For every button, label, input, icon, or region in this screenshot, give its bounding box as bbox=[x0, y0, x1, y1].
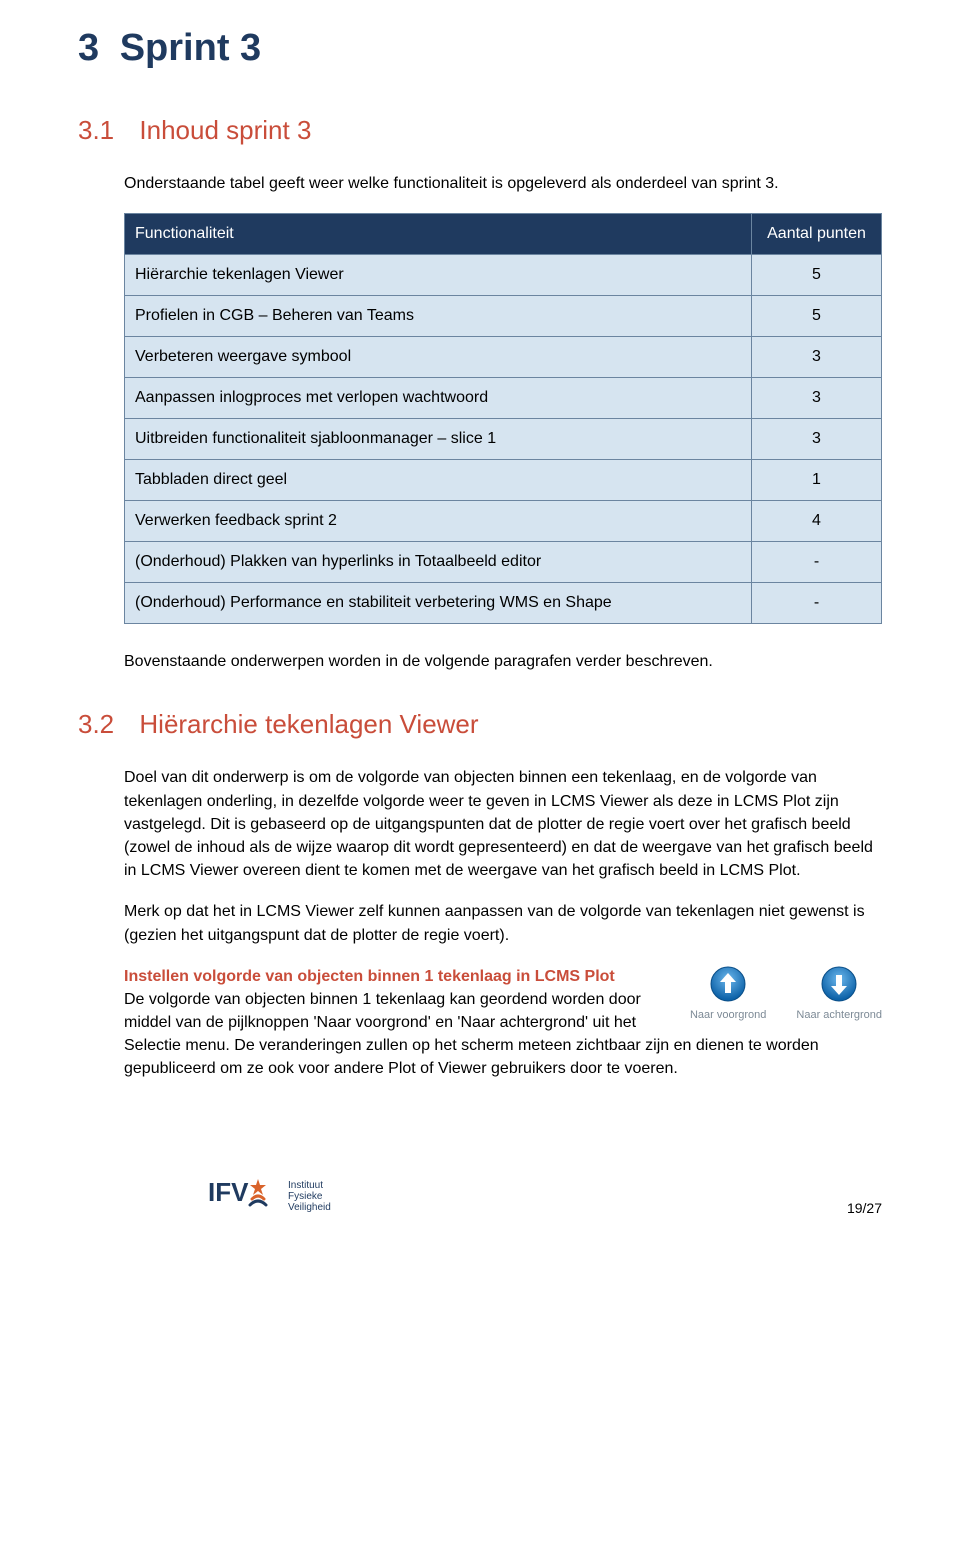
background-button[interactable]: Naar achtergrond bbox=[796, 965, 882, 1024]
table-row: Uitbreiden functionaliteit sjabloonmanag… bbox=[125, 419, 882, 460]
table-cell-value: 3 bbox=[752, 419, 882, 460]
arrow-down-icon bbox=[820, 965, 858, 1007]
logo-text: Instituut Fysieke Veiligheid bbox=[288, 1180, 331, 1213]
table-row: Hiërarchie tekenlagen Viewer5 bbox=[125, 255, 882, 296]
table-cell-label: (Onderhoud) Performance en stabiliteit v… bbox=[125, 583, 752, 624]
section-number: 3.1 bbox=[78, 115, 114, 145]
page-total: 27 bbox=[866, 1200, 882, 1216]
section-heading-3-1: 3.1 Inhoud sprint 3 bbox=[78, 111, 882, 150]
table-cell-value: 5 bbox=[752, 296, 882, 337]
subheading-red: Instellen volgorde van objecten binnen 1… bbox=[124, 968, 615, 985]
section1-outro: Bovenstaande onderwerpen worden in de vo… bbox=[124, 650, 882, 673]
chapter-title: Sprint 3 bbox=[120, 27, 261, 69]
table-cell-label: Tabbladen direct geel bbox=[125, 460, 752, 501]
svg-text:IFV: IFV bbox=[208, 1177, 249, 1207]
table-cell-label: Verbeteren weergave symbool bbox=[125, 337, 752, 378]
table-row: Aanpassen inlogproces met verlopen wacht… bbox=[125, 378, 882, 419]
logo-mark-icon: IFV bbox=[208, 1175, 280, 1219]
chapter-heading: 3 Sprint 3 bbox=[78, 20, 882, 77]
ifv-logo: IFV Instituut Fysieke Veiligheid bbox=[208, 1175, 331, 1219]
section2-p2: Merk op dat het in LCMS Viewer zelf kunn… bbox=[124, 900, 882, 946]
table-row: (Onderhoud) Plakken van hyperlinks in To… bbox=[125, 542, 882, 583]
foreground-label: Naar voorgrond bbox=[690, 1007, 766, 1024]
order-icons: Naar voorgrond Naar ac bbox=[690, 965, 882, 1024]
table-cell-label: Profielen in CGB – Beheren van Teams bbox=[125, 296, 752, 337]
logo-line1: Instituut bbox=[288, 1180, 331, 1191]
table-cell-value: 5 bbox=[752, 255, 882, 296]
section2-p1: Doel van dit onderwerp is om de volgorde… bbox=[124, 766, 882, 882]
logo-line2: Fysieke bbox=[288, 1191, 331, 1202]
table-row: (Onderhoud) Performance en stabiliteit v… bbox=[125, 583, 882, 624]
page-number: 19/27 bbox=[847, 1198, 882, 1219]
page-footer: IFV Instituut Fysieke Veiligheid 19/27 bbox=[78, 1159, 882, 1219]
table-cell-value: - bbox=[752, 542, 882, 583]
table-header-functionality: Functionaliteit bbox=[125, 214, 752, 255]
table-cell-value: - bbox=[752, 583, 882, 624]
table-row: Verwerken feedback sprint 24 bbox=[125, 501, 882, 542]
table-row: Profielen in CGB – Beheren van Teams5 bbox=[125, 296, 882, 337]
table-header-points: Aantal punten bbox=[752, 214, 882, 255]
table-row: Tabbladen direct geel1 bbox=[125, 460, 882, 501]
functionality-table: Functionaliteit Aantal punten Hiërarchie… bbox=[124, 213, 882, 624]
section-number: 3.2 bbox=[78, 709, 114, 739]
logo-line3: Veiligheid bbox=[288, 1202, 331, 1213]
table-cell-label: Aanpassen inlogproces met verlopen wacht… bbox=[125, 378, 752, 419]
foreground-button[interactable]: Naar voorgrond bbox=[690, 965, 766, 1024]
table-cell-label: Uitbreiden functionaliteit sjabloonmanag… bbox=[125, 419, 752, 460]
section-heading-3-2: 3.2 Hiërarchie tekenlagen Viewer bbox=[78, 705, 882, 744]
table-cell-label: (Onderhoud) Plakken van hyperlinks in To… bbox=[125, 542, 752, 583]
section-title: Inhoud sprint 3 bbox=[139, 115, 311, 145]
chapter-number: 3 bbox=[78, 27, 99, 69]
section-title: Hiërarchie tekenlagen Viewer bbox=[139, 709, 478, 739]
table-cell-label: Verwerken feedback sprint 2 bbox=[125, 501, 752, 542]
background-label: Naar achtergrond bbox=[796, 1007, 882, 1024]
table-cell-value: 1 bbox=[752, 460, 882, 501]
table-cell-value: 3 bbox=[752, 337, 882, 378]
table-cell-label: Hiërarchie tekenlagen Viewer bbox=[125, 255, 752, 296]
section1-intro: Onderstaande tabel geeft weer welke func… bbox=[124, 172, 882, 195]
table-row: Verbeteren weergave symbool3 bbox=[125, 337, 882, 378]
table-cell-value: 4 bbox=[752, 501, 882, 542]
page-current: 19 bbox=[847, 1200, 863, 1216]
table-cell-value: 3 bbox=[752, 378, 882, 419]
arrow-up-icon bbox=[709, 965, 747, 1007]
